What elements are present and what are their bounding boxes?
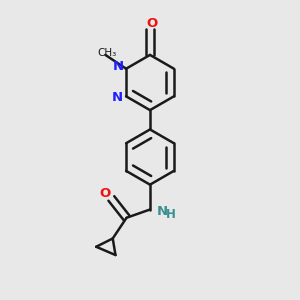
Text: O: O <box>146 17 157 30</box>
Text: O: O <box>100 188 111 200</box>
Text: N: N <box>157 205 168 218</box>
Text: CH₃: CH₃ <box>98 48 117 59</box>
Text: N: N <box>113 60 124 73</box>
Text: N: N <box>112 92 123 104</box>
Text: H: H <box>166 208 176 220</box>
